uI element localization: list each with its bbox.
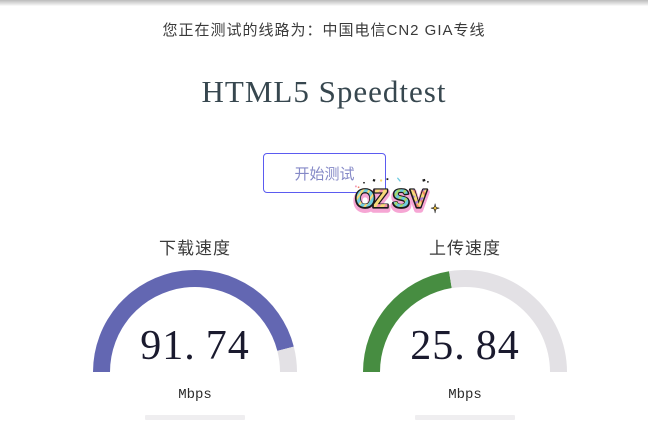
- svg-text:S: S: [393, 186, 409, 213]
- svg-text:O: O: [356, 186, 375, 213]
- svg-text:Z: Z: [373, 186, 388, 213]
- svg-text:V: V: [410, 186, 427, 213]
